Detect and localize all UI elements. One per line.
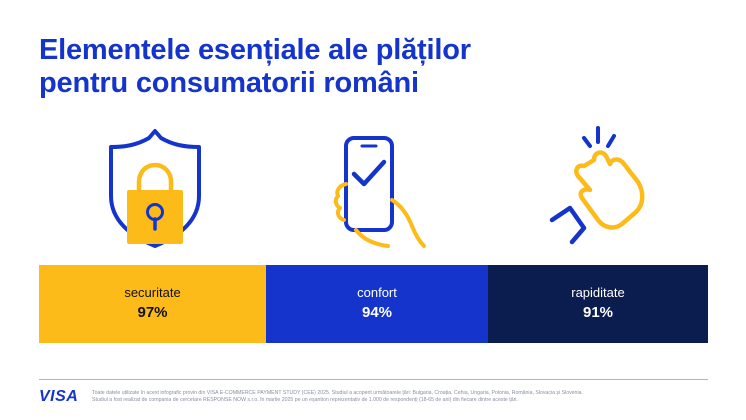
bar-label-rapiditate: rapiditate (571, 285, 625, 300)
bar-rapiditate: rapiditate 91% (488, 265, 708, 343)
bar-securitate: securitate 97% (39, 265, 266, 343)
footnote-line-1: Toate datele utilizate în acest infograf… (92, 390, 583, 396)
snap-fingers-icon (549, 126, 645, 245)
bar-value-rapiditate: 91% (582, 304, 614, 321)
stats-bars: securitate 97% confort 94% rapiditate 91… (39, 265, 708, 343)
footnote-line-2: Studiul a fost realizat de compania de c… (92, 397, 518, 403)
footnote: Toate datele utilizate în acest infograf… (92, 390, 692, 404)
bar-label-securitate: securitate (124, 285, 181, 300)
title-line-2: pentru consumatorii români (39, 67, 419, 99)
footer-divider (39, 379, 708, 380)
bar-confort: confort 94% (266, 265, 488, 343)
page-title: Elementele esențiale ale plăților pentru… (39, 34, 639, 100)
phone-check-icon (333, 136, 426, 248)
bar-label-confort: confort (357, 285, 397, 300)
shield-lock-icon (109, 129, 201, 248)
visa-logo: VISA (39, 388, 79, 405)
bar-value-securitate: 97% (137, 304, 168, 321)
bar-value-confort: 94% (361, 304, 393, 321)
title-line-1: Elementele esențiale ale plăților (39, 34, 471, 66)
